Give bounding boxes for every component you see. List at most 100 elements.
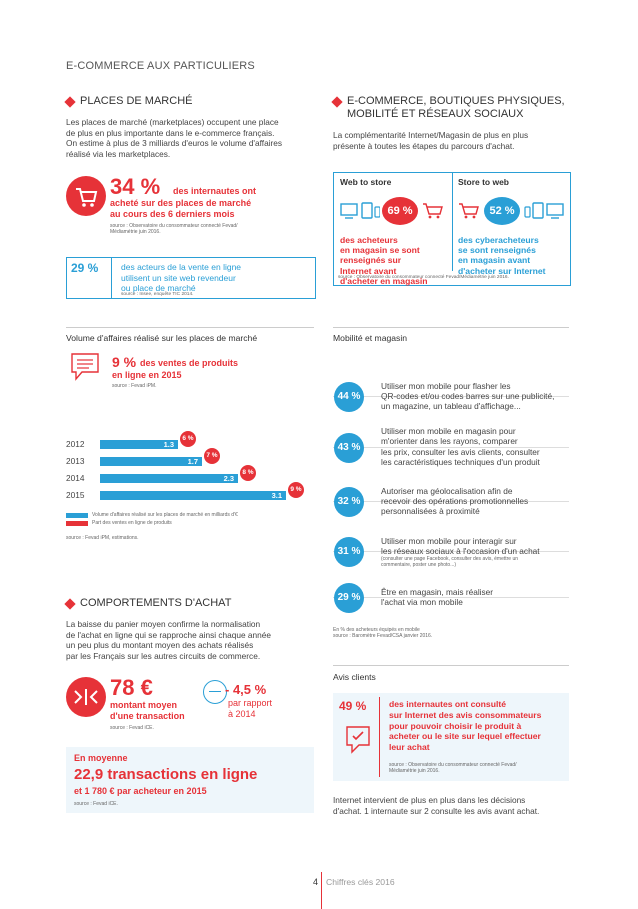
volume-stat-pct: 9 % — [112, 354, 137, 370]
volume-stat-line1: des ventes de produits — [140, 358, 239, 368]
places-box-pct: 29 % — [71, 261, 99, 275]
box-divider — [111, 258, 112, 298]
bar-category-label: 2012 — [66, 439, 85, 449]
legend-red-label: Part des ventes en ligne de produits — [92, 520, 172, 526]
volume-stat-source: source : Fevad iPM. — [112, 383, 157, 389]
legend-blue-label: Volume d'affaires réalisé sur les places… — [92, 512, 238, 518]
wts-text: des acheteurs en magasin se sont renseigné… — [340, 235, 428, 286]
mobilite-item-text: Être en magasin, mais réaliser l'achat vi… — [381, 587, 494, 608]
volume-bar: 2.3 — [100, 474, 238, 483]
web-to-store-label: Web to store — [340, 177, 392, 187]
amount-value: 78 € — [110, 675, 153, 700]
ecom-section-title-row: E-COMMERCE, BOUTIQUES PHYSIQUES, MOBILITÉ… — [331, 95, 565, 121]
section-divider — [333, 327, 569, 328]
footer-page-number: 4 — [312, 877, 318, 887]
minus-icon — [203, 680, 227, 704]
mobilite-item-text: Utiliser mon mobile en magasin pour m'ori… — [381, 426, 540, 467]
avg-sub: et 1 780 € par acheteur en 2015 — [74, 786, 207, 796]
comportements-description: La baisse du panier moyen confirme la no… — [66, 619, 272, 661]
places-stat-line3: au cours des 6 derniers mois — [110, 209, 235, 219]
amount-label: montant moyen d'une transaction — [110, 700, 185, 721]
devices-icon — [340, 202, 380, 219]
amount-source: source : Fevad iCE. — [110, 725, 154, 731]
share-dot: 6 % — [180, 431, 196, 447]
page-header: E-COMMERCE AUX PARTICULIERS — [66, 60, 255, 72]
store-to-web-label: Store to web — [458, 177, 510, 187]
mobilite-separator — [333, 597, 569, 598]
comment-icon — [346, 726, 370, 754]
bar-category-label: 2014 — [66, 473, 85, 483]
volume-stat-line2: en ligne en 2015 — [112, 370, 182, 380]
diamond-icon — [331, 96, 343, 108]
mobilite-item-text: Utiliser mon mobile pour interagir sur le… — [381, 535, 540, 569]
avis-source: source : Observatoire du consommateur co… — [389, 762, 517, 774]
diamond-icon — [64, 597, 76, 610]
bar-value-label: 1.7 — [187, 457, 198, 466]
wts-pct-circle: 69 % — [382, 197, 418, 225]
average-box: En moyenne 22,9 transactions en ligne et… — [66, 747, 314, 813]
web-store-box: Web to store Store to web 69 % des achet… — [333, 172, 571, 286]
bar-value-label: 2.3 — [223, 474, 234, 483]
mobilite-separator — [333, 396, 569, 397]
places-box-text: des acteurs de la vente en ligne utilisen… — [121, 262, 242, 293]
volume-bar: 1.7 — [100, 457, 202, 466]
legend-red-swatch — [66, 521, 88, 526]
avis-text: des internautes ont consulté sur Internet… — [389, 699, 542, 753]
avg-label: En moyenne — [74, 753, 128, 763]
diamond-icon — [64, 95, 76, 108]
comportements-title-row: COMPORTEMENTS D'ACHAT — [64, 597, 232, 610]
devices-icon — [524, 202, 564, 219]
mobilite-pct-circle: 29 % — [334, 583, 364, 613]
comportements-title: COMPORTEMENTS D'ACHAT — [80, 597, 232, 609]
bar-category-label: 2013 — [66, 456, 85, 466]
avg-source: source : Fevad iCE. — [74, 801, 118, 807]
ecom-source: source : Observatoire du consommateur co… — [338, 275, 509, 280]
volume-source: source : Fevad iPM, estimations. — [66, 535, 139, 541]
mobilite-item-text: Autoriser ma géolocalisation afin de rece… — [381, 485, 529, 517]
section-divider — [333, 665, 569, 666]
places-description: Les places de marché (marketplaces) occu… — [66, 117, 283, 159]
mobilite-separator — [333, 501, 569, 502]
stw-text: des cyberacheteurs se sont renseignés en m… — [458, 235, 546, 276]
mobilite-item-text: Utiliser mon mobile pour flasher les QR-c… — [381, 380, 555, 412]
places-stat-line1: des internautes ont — [173, 186, 257, 196]
footer-label: Chiffres clés 2016 — [326, 877, 395, 887]
bar-value-label: 3.1 — [271, 491, 282, 500]
ecom-section-title: E-COMMERCE, BOUTIQUES PHYSIQUES, MOBILITÉ… — [347, 95, 565, 120]
places-stat-source: source : Observatoire du consommateur co… — [110, 223, 238, 235]
mobilite-pct-circle: 31 % — [334, 537, 364, 567]
bar-value-label: 1.3 — [163, 440, 174, 449]
mobilite-pct-circle: 43 % — [334, 433, 364, 463]
places-stat-pct: 34 % — [110, 174, 161, 199]
mobilite-title: Mobilité et magasin — [333, 333, 408, 343]
bar-category-label: 2015 — [66, 490, 85, 500]
box-divider — [452, 173, 453, 271]
mobilite-pct-circle: 32 % — [334, 487, 364, 517]
share-dot: 7 % — [204, 448, 220, 464]
stw-pct-circle: 52 % — [484, 197, 520, 225]
places-section-title: PLACES DE MARCHÉ — [80, 95, 193, 107]
avis-box: 49 % des internautes ont consulté sur Int… — [333, 693, 569, 781]
share-dot: 8 % — [240, 465, 256, 481]
share-dot: 9 % — [288, 482, 304, 498]
mobilite-separator — [333, 551, 569, 552]
speech-bubble-icon — [71, 353, 99, 381]
volume-title: Volume d'affaires réalisé sur les places… — [66, 333, 258, 343]
compress-icon — [66, 677, 106, 717]
volume-bar: 1.3 — [100, 440, 178, 449]
change-value: - 4,5 % — [225, 682, 267, 697]
cart-icon — [66, 176, 106, 216]
mobilite-note: En % des acheteurs équipés en mobile sour… — [333, 627, 433, 639]
mobilite-separator — [333, 447, 569, 448]
change-label: par rapport à 2014 — [228, 698, 273, 719]
places-stat-line2: acheté sur des places de marché — [110, 198, 252, 208]
avg-main: 22,9 transactions en ligne — [74, 766, 258, 783]
volume-bar-chart: 2012 1.3 6 % 2013 1.7 7 % 2014 2.3 8 % 2015 3.1 9 % — [66, 431, 316, 510]
ecom-description: La complémentarité Internet/Magasin de p… — [333, 130, 529, 151]
avis-title: Avis clients — [333, 672, 376, 682]
footer-divider — [321, 872, 322, 909]
mobilite-pct-circle: 44 % — [334, 382, 364, 412]
cart-icon — [423, 203, 443, 219]
volume-bar: 3.1 — [100, 491, 286, 500]
avis-description: Internet intervient de plus en plus dans… — [333, 795, 540, 816]
